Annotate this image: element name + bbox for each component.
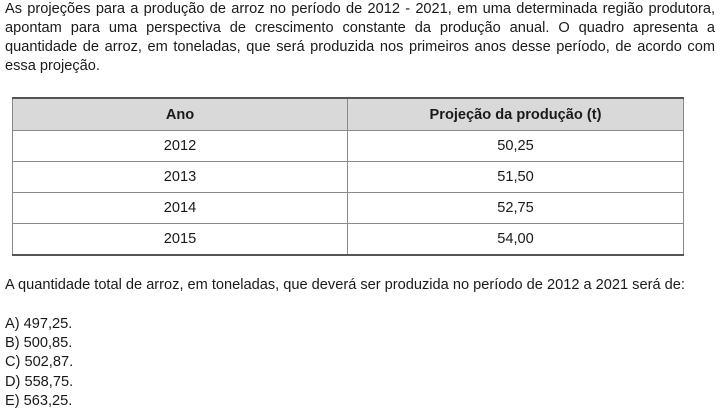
cell-production: 51,50 [347,161,684,193]
table-row: 2014 52,75 [12,192,684,224]
cell-production: 50,25 [347,130,684,162]
option-a[interactable]: A) 497,25. [5,316,73,332]
cell-production: 52,75 [347,192,684,224]
table-row: 2015 54,00 [12,223,684,256]
option-c[interactable]: C) 502,87. [5,354,74,371]
question-text: A quantidade total de arroz, em tonelada… [5,277,685,293]
cell-year: 2012 [12,130,348,162]
table-row: 2013 51,50 [12,161,684,193]
option-e[interactable]: E) 563,25. [5,392,73,409]
problem-statement: As projeções para a produção de arroz no… [5,1,715,74]
cell-year: 2015 [12,223,348,256]
header-production: Projeção da produção (t) [347,97,684,131]
option-d[interactable]: D) 558,75. [5,373,74,390]
answer-options: A) 497,25. B) 500,85. C) 502,87. D) 558,… [5,315,73,411]
production-table: Ano Projeção da produção (t) 2012 50,25 … [12,97,684,256]
option-b[interactable]: B) 500,85. [5,335,73,352]
table-header-row: Ano Projeção da produção (t) [12,97,684,131]
header-year: Ano [12,97,348,131]
cell-year: 2013 [12,161,348,193]
cell-year: 2014 [12,192,348,224]
table-row: 2012 50,25 [12,130,684,162]
cell-production: 54,00 [347,223,684,256]
